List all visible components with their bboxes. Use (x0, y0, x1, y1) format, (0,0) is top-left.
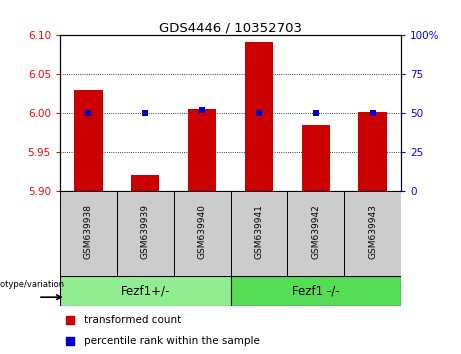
Point (198, 107, 206, 113)
Bar (60, 276, 230, 306)
Text: genotype/variation: genotype/variation (0, 280, 64, 289)
Bar (301, 125, 330, 191)
Bar (174, 191, 230, 276)
Text: GSM639941: GSM639941 (254, 205, 263, 259)
Text: Fezf1 -/-: Fezf1 -/- (292, 285, 340, 298)
Bar (131, 175, 160, 191)
Text: GSM639942: GSM639942 (311, 205, 320, 259)
Bar (344, 191, 401, 276)
Point (142, 110, 149, 116)
Text: GSM639939: GSM639939 (141, 205, 150, 259)
Bar (188, 109, 216, 191)
Bar (358, 112, 387, 191)
Text: transformed count: transformed count (84, 315, 181, 325)
Bar (117, 191, 174, 276)
Bar (60, 191, 117, 276)
Text: percentile rank within the sample: percentile rank within the sample (84, 336, 260, 346)
Text: GSM639943: GSM639943 (368, 205, 377, 259)
Bar (230, 191, 287, 276)
Title: GDS4446 / 10352703: GDS4446 / 10352703 (159, 21, 302, 34)
Text: GSM639938: GSM639938 (84, 205, 93, 259)
Point (66, 317, 74, 323)
Bar (230, 276, 401, 306)
Text: Fezf1+/-: Fezf1+/- (120, 285, 170, 298)
Point (369, 110, 376, 116)
Text: GSM639940: GSM639940 (198, 205, 207, 259)
Point (85, 110, 92, 116)
Bar (287, 191, 344, 276)
Point (66, 338, 74, 344)
Point (255, 110, 263, 116)
Bar (74, 90, 102, 191)
Bar (245, 42, 273, 191)
Point (312, 110, 319, 116)
